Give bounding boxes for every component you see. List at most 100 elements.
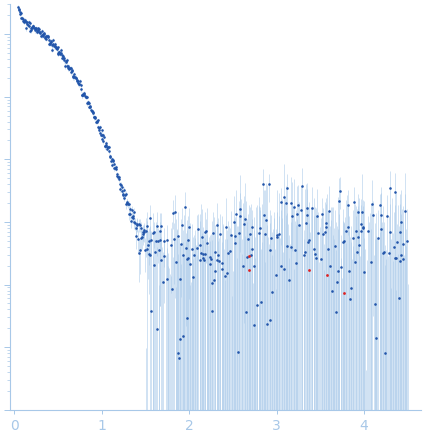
Point xyxy=(375,234,382,241)
Point xyxy=(179,251,186,258)
Point xyxy=(18,14,25,21)
Point xyxy=(88,108,95,115)
Point xyxy=(142,246,148,253)
Point xyxy=(60,54,66,61)
Point xyxy=(334,268,341,275)
Point xyxy=(71,73,78,80)
Point xyxy=(168,241,175,248)
Point xyxy=(35,25,42,32)
Point xyxy=(243,253,250,260)
Point xyxy=(212,248,219,255)
Point xyxy=(64,62,71,69)
Point xyxy=(396,229,403,236)
Point xyxy=(214,257,221,264)
Point xyxy=(218,260,225,267)
Point xyxy=(99,131,106,138)
Point xyxy=(401,208,408,215)
Point xyxy=(219,266,226,273)
Point xyxy=(181,203,188,210)
Point xyxy=(176,275,183,282)
Point xyxy=(147,308,154,315)
Point xyxy=(248,251,255,258)
Point xyxy=(27,24,34,31)
Point xyxy=(293,210,300,217)
Point xyxy=(97,123,104,130)
Point xyxy=(17,10,24,17)
Point xyxy=(95,124,102,131)
Point xyxy=(391,244,397,251)
Point xyxy=(36,28,43,35)
Point xyxy=(35,26,42,33)
Point xyxy=(178,240,185,247)
Point xyxy=(138,225,145,232)
Point xyxy=(170,210,176,217)
Point xyxy=(207,261,214,268)
Point xyxy=(201,251,208,258)
Point xyxy=(371,300,378,307)
Point xyxy=(103,143,110,150)
Point xyxy=(67,69,74,76)
Point xyxy=(332,243,338,250)
Point xyxy=(314,212,320,219)
Point xyxy=(114,170,121,177)
Point xyxy=(46,36,53,43)
Point xyxy=(98,132,105,139)
Point xyxy=(367,259,374,266)
Point xyxy=(127,210,134,217)
Point xyxy=(197,256,204,263)
Point xyxy=(108,157,114,164)
Point xyxy=(269,289,276,296)
Point xyxy=(102,142,109,149)
Point xyxy=(26,27,33,34)
Point xyxy=(45,40,52,47)
Point xyxy=(277,198,284,205)
Point xyxy=(45,34,51,41)
Point xyxy=(78,81,85,88)
Point xyxy=(345,224,351,231)
Point xyxy=(116,185,123,192)
Point xyxy=(303,204,310,211)
Point xyxy=(49,46,56,53)
Point xyxy=(53,45,60,52)
Point xyxy=(361,268,368,275)
Point xyxy=(73,75,79,82)
Point xyxy=(126,211,133,218)
Point xyxy=(231,239,238,246)
Point xyxy=(358,227,365,234)
Point xyxy=(38,32,45,39)
Point xyxy=(123,190,130,197)
Point xyxy=(245,253,252,260)
Point xyxy=(130,214,137,221)
Point xyxy=(131,208,138,215)
Point xyxy=(76,77,83,84)
Point xyxy=(357,220,364,227)
Point xyxy=(320,230,326,237)
Point xyxy=(392,254,399,261)
Point xyxy=(178,222,185,229)
Point xyxy=(109,161,116,168)
Point xyxy=(235,349,241,356)
Point xyxy=(29,24,36,31)
Point xyxy=(216,257,223,264)
Point xyxy=(65,62,72,69)
Point xyxy=(201,257,207,264)
Point xyxy=(19,17,26,24)
Point xyxy=(31,24,37,31)
Point xyxy=(210,229,216,236)
Point xyxy=(385,250,392,257)
Point xyxy=(57,49,64,56)
Point xyxy=(82,93,88,100)
Point xyxy=(40,30,47,37)
Point xyxy=(199,251,206,258)
Point xyxy=(213,222,220,229)
Point xyxy=(157,256,164,263)
Point xyxy=(251,263,258,270)
Point xyxy=(392,254,399,261)
Point xyxy=(122,201,129,208)
Point xyxy=(44,33,51,40)
Point xyxy=(339,238,346,245)
Point xyxy=(153,326,160,333)
Point xyxy=(17,10,24,17)
Point xyxy=(373,335,380,342)
Point xyxy=(319,211,326,218)
